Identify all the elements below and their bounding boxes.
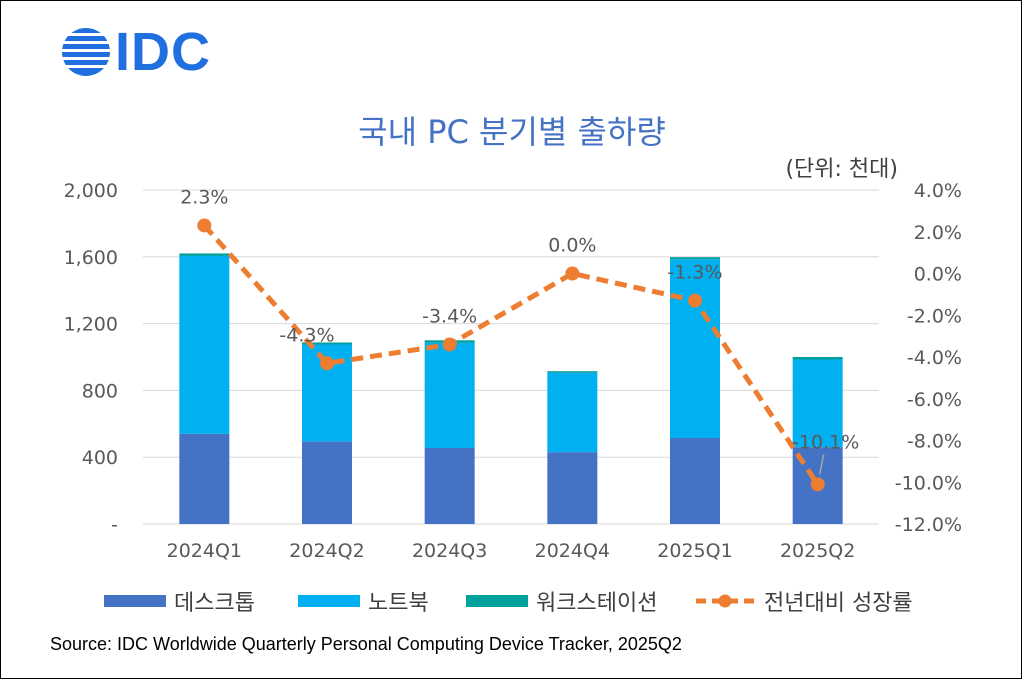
legend: 데스크톱 노트북 워크스테이션 전년대비 성장률 xyxy=(0,586,1024,616)
x-tick-label: 2024Q4 xyxy=(535,540,610,562)
left-axis-ticks: - 400 800 1,200 1,600 2,000 xyxy=(64,180,118,536)
legend-swatch-growth xyxy=(696,594,754,608)
growth-data-label: -4.3% xyxy=(279,324,334,346)
growth-data-label: 0.0% xyxy=(548,235,596,257)
x-tick-label: 2024Q3 xyxy=(412,540,487,562)
growth-point-2025Q1 xyxy=(688,293,702,308)
legend-swatch-desktop xyxy=(104,595,166,607)
legend-item-workstation: 워크스테이션 xyxy=(466,586,657,616)
bar-desktop-2024Q4 xyxy=(547,452,598,524)
growth-line xyxy=(197,218,825,492)
legend-item-growth: 전년대비 성장률 xyxy=(694,586,913,616)
right-tick-label: 4.0% xyxy=(914,180,962,202)
growth-data-label: -10.1% xyxy=(792,431,859,453)
right-tick-label: 2.0% xyxy=(914,222,962,244)
idc-logo: IDC xyxy=(60,24,230,80)
growth-data-labels: 2.3% -4.3% -3.4% 0.0% -1.3% -10.1% xyxy=(180,186,859,475)
unit-label: (단위: 천대) xyxy=(785,157,898,182)
growth-data-label: 2.3% xyxy=(180,186,228,208)
bar-workstation-2025Q2 xyxy=(792,357,843,360)
bar-workstation-2024Q4 xyxy=(547,371,598,373)
growth-point-2024Q1 xyxy=(197,218,212,233)
bar-workstation-2024Q2 xyxy=(302,342,352,345)
source-note: Source: IDC Worldwide Quarterly Personal… xyxy=(50,634,682,654)
right-tick-label: -12.0% xyxy=(895,514,962,536)
x-tick-label: 2025Q2 xyxy=(780,540,855,562)
growth-point-2024Q3 xyxy=(442,337,457,352)
legend-swatch-workstation xyxy=(466,595,528,607)
legend-label-notebook: 노트북 xyxy=(368,591,429,616)
bar-notebook-2024Q4 xyxy=(547,372,598,453)
bar-desktop-2024Q1 xyxy=(179,433,230,524)
bar-workstation-2025Q1 xyxy=(670,257,720,260)
growth-point-2024Q4 xyxy=(565,266,580,281)
right-tick-label: -6.0% xyxy=(907,389,962,411)
bar-desktop-2025Q1 xyxy=(670,437,720,524)
left-tick-label: 400 xyxy=(82,447,118,469)
x-tick-label: 2024Q2 xyxy=(289,540,364,562)
logo-wordmark: IDC xyxy=(115,22,211,82)
x-axis-ticks: 2024Q1 2024Q2 2024Q3 2024Q4 2025Q1 2025Q2 xyxy=(167,540,856,562)
x-tick-label: 2025Q1 xyxy=(657,540,732,562)
legend-item-desktop: 데스크톱 xyxy=(104,586,255,616)
legend-label-growth: 전년대비 성장률 xyxy=(764,591,913,616)
growth-data-label: -1.3% xyxy=(667,262,722,284)
growth-point-2024Q2 xyxy=(320,356,334,371)
right-axis-ticks: 4.0% 2.0% 0.0% -2.0% -4.0% -6.0% -8.0% -10.0% -1… xyxy=(895,180,962,536)
bar-stacks xyxy=(179,253,843,524)
left-tick-label: 2,000 xyxy=(64,180,118,202)
legend-label-desktop: 데스크톱 xyxy=(174,591,255,616)
data-label-leader xyxy=(818,454,825,475)
bar-desktop-2024Q3 xyxy=(424,448,475,524)
gridlines xyxy=(143,189,879,525)
bar-notebook-2024Q3 xyxy=(424,342,475,449)
bar-workstation-2024Q1 xyxy=(179,253,230,256)
left-tick-label: 1,200 xyxy=(64,314,118,336)
right-tick-label: -4.0% xyxy=(907,347,962,369)
bar-notebook-2024Q1 xyxy=(179,255,230,434)
right-tick-label: -2.0% xyxy=(907,305,962,327)
x-tick-label: 2024Q1 xyxy=(167,540,242,562)
right-tick-label: -8.0% xyxy=(907,431,962,453)
left-tick-label: - xyxy=(111,514,118,536)
bar-notebook-2025Q2 xyxy=(792,359,843,448)
growth-point-2025Q2 xyxy=(810,477,825,492)
left-tick-label: 1,600 xyxy=(64,247,118,269)
legend-item-notebook: 노트북 xyxy=(298,586,429,616)
chart-title: 국내 PC 분기별 출하량 xyxy=(358,113,666,151)
bar-desktop-2024Q2 xyxy=(302,441,352,524)
legend-label-workstation: 워크스테이션 xyxy=(536,591,658,616)
globe-icon xyxy=(60,28,114,76)
left-tick-label: 800 xyxy=(82,380,118,402)
right-tick-label: 0.0% xyxy=(914,264,962,286)
growth-data-label: -3.4% xyxy=(422,305,477,327)
legend-swatch-notebook xyxy=(298,595,360,607)
bar-notebook-2025Q1 xyxy=(670,259,720,438)
growth-line-path xyxy=(202,223,820,486)
right-tick-label: -10.0% xyxy=(895,472,962,494)
